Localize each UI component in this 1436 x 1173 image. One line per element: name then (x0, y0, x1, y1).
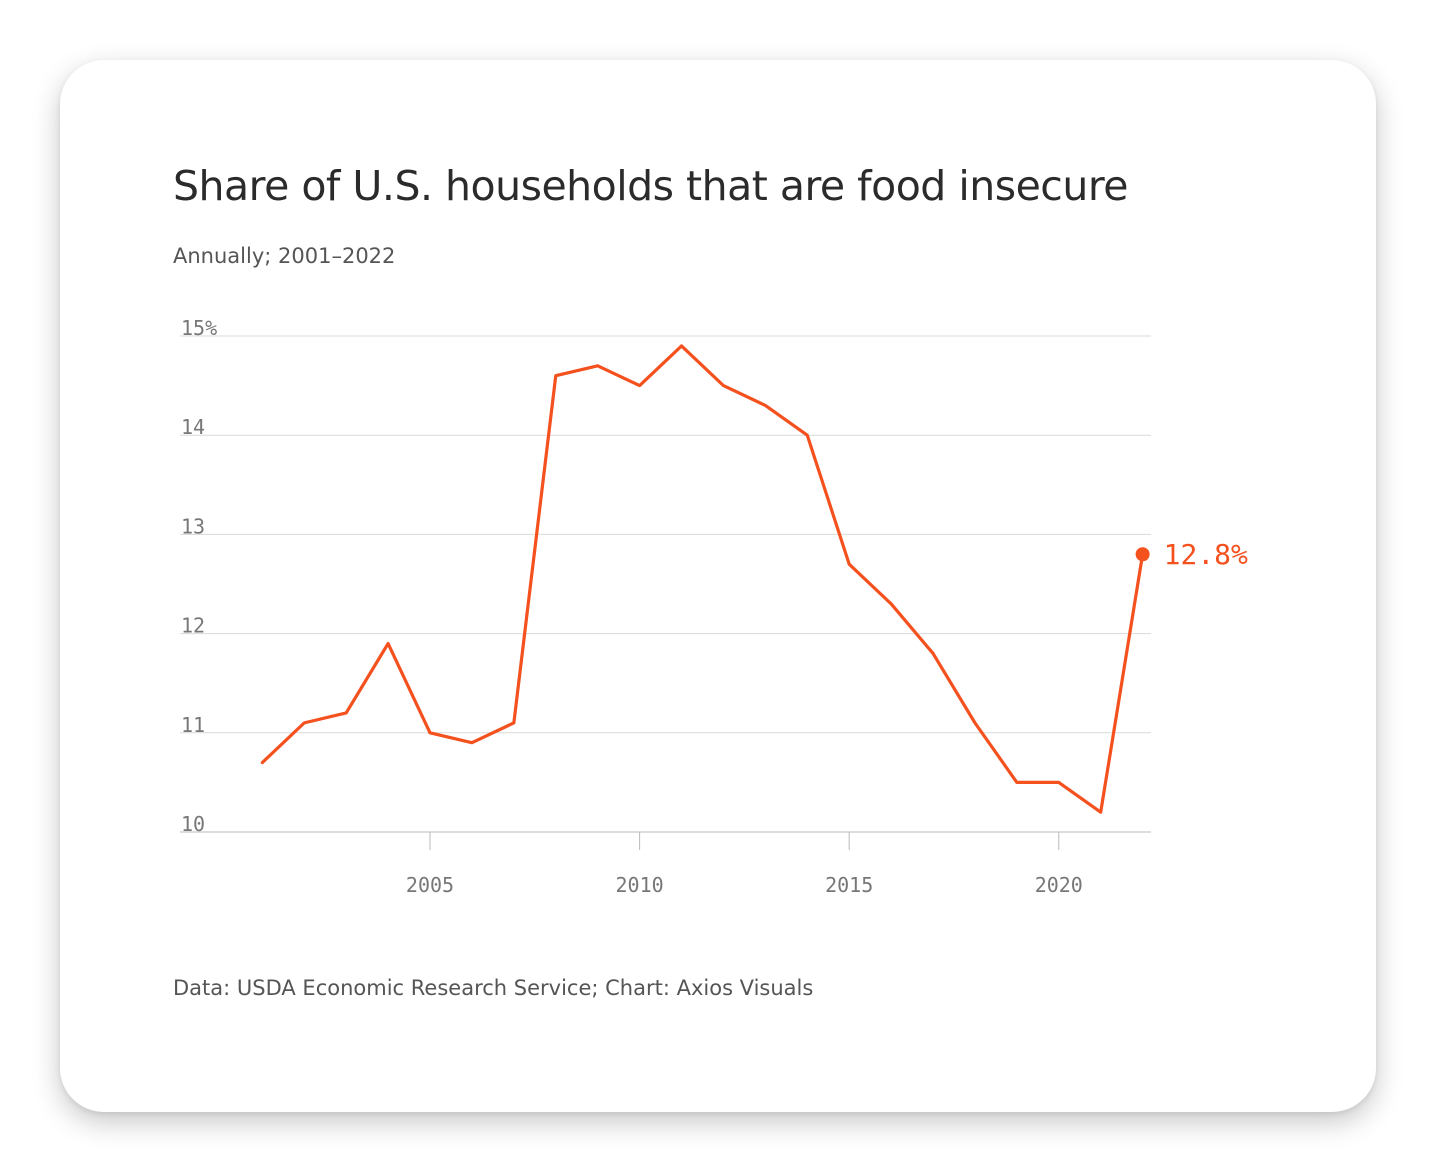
y-tick-label: 10 (181, 812, 205, 836)
chart-card (60, 60, 1376, 1112)
end-point-marker (1135, 547, 1150, 562)
y-tick-label: 15% (181, 316, 217, 340)
x-axis-ticks: 2005 2010 2015 2020 (406, 832, 1083, 897)
x-tick-label: 2005 (406, 873, 454, 897)
chart-subtitle: Annually; 2001–2022 (173, 244, 396, 268)
series-line (260, 344, 1145, 814)
end-value-label: 12.8% (1164, 538, 1248, 571)
gridlines (180, 335, 1151, 833)
chart-title: Share of U.S. households that are food i… (173, 162, 1129, 210)
y-tick-label: 12 (181, 614, 205, 638)
chart-source: Data: USDA Economic Research Service; Ch… (173, 976, 814, 1000)
y-tick-label: 13 (181, 514, 205, 538)
x-tick-label: 2015 (825, 873, 873, 897)
y-tick-label: 14 (181, 415, 205, 439)
y-axis-tick-labels: 10 11 12 13 14 15% (181, 316, 217, 836)
y-tick-label: 11 (181, 713, 205, 737)
series-layer: 12.8% (260, 344, 1248, 814)
x-tick-label: 2010 (616, 873, 664, 897)
x-tick-label: 2020 (1035, 873, 1083, 897)
